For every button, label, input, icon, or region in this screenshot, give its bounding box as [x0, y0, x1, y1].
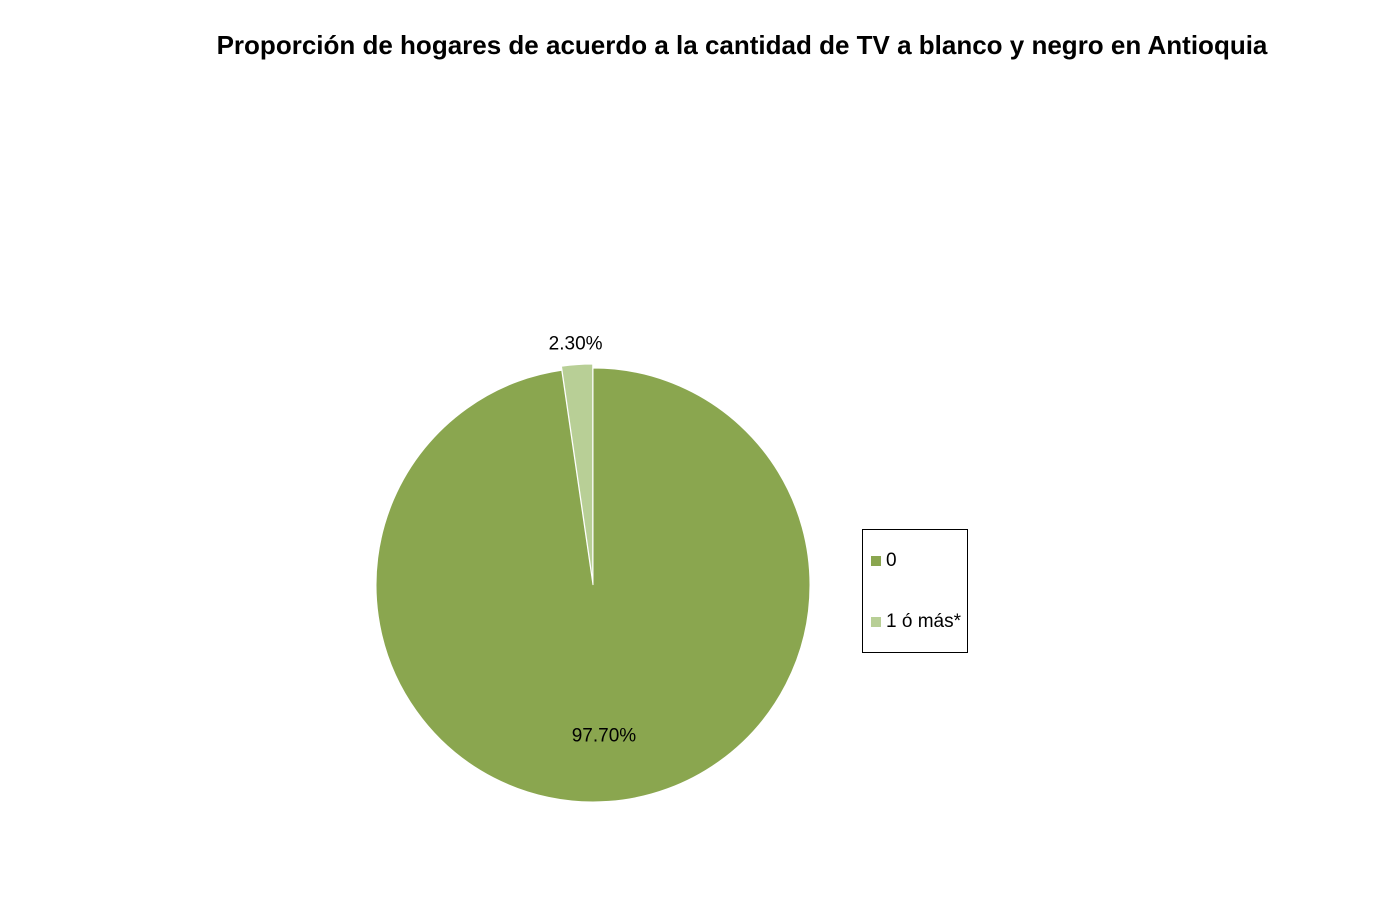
legend-box — [862, 529, 968, 653]
chart-title: Proporción de hogares de acuerdo a la ca… — [216, 30, 1268, 60]
pie-slice — [375, 367, 811, 803]
pie-slice — [560, 363, 594, 582]
legend-label: 0 — [886, 550, 897, 571]
legend-swatch — [871, 556, 881, 566]
data-label: 97.70% — [572, 726, 637, 747]
legend-label: 1 ó más* — [886, 611, 962, 632]
data-label: 2.30% — [549, 334, 603, 355]
legend-swatch — [871, 617, 881, 627]
